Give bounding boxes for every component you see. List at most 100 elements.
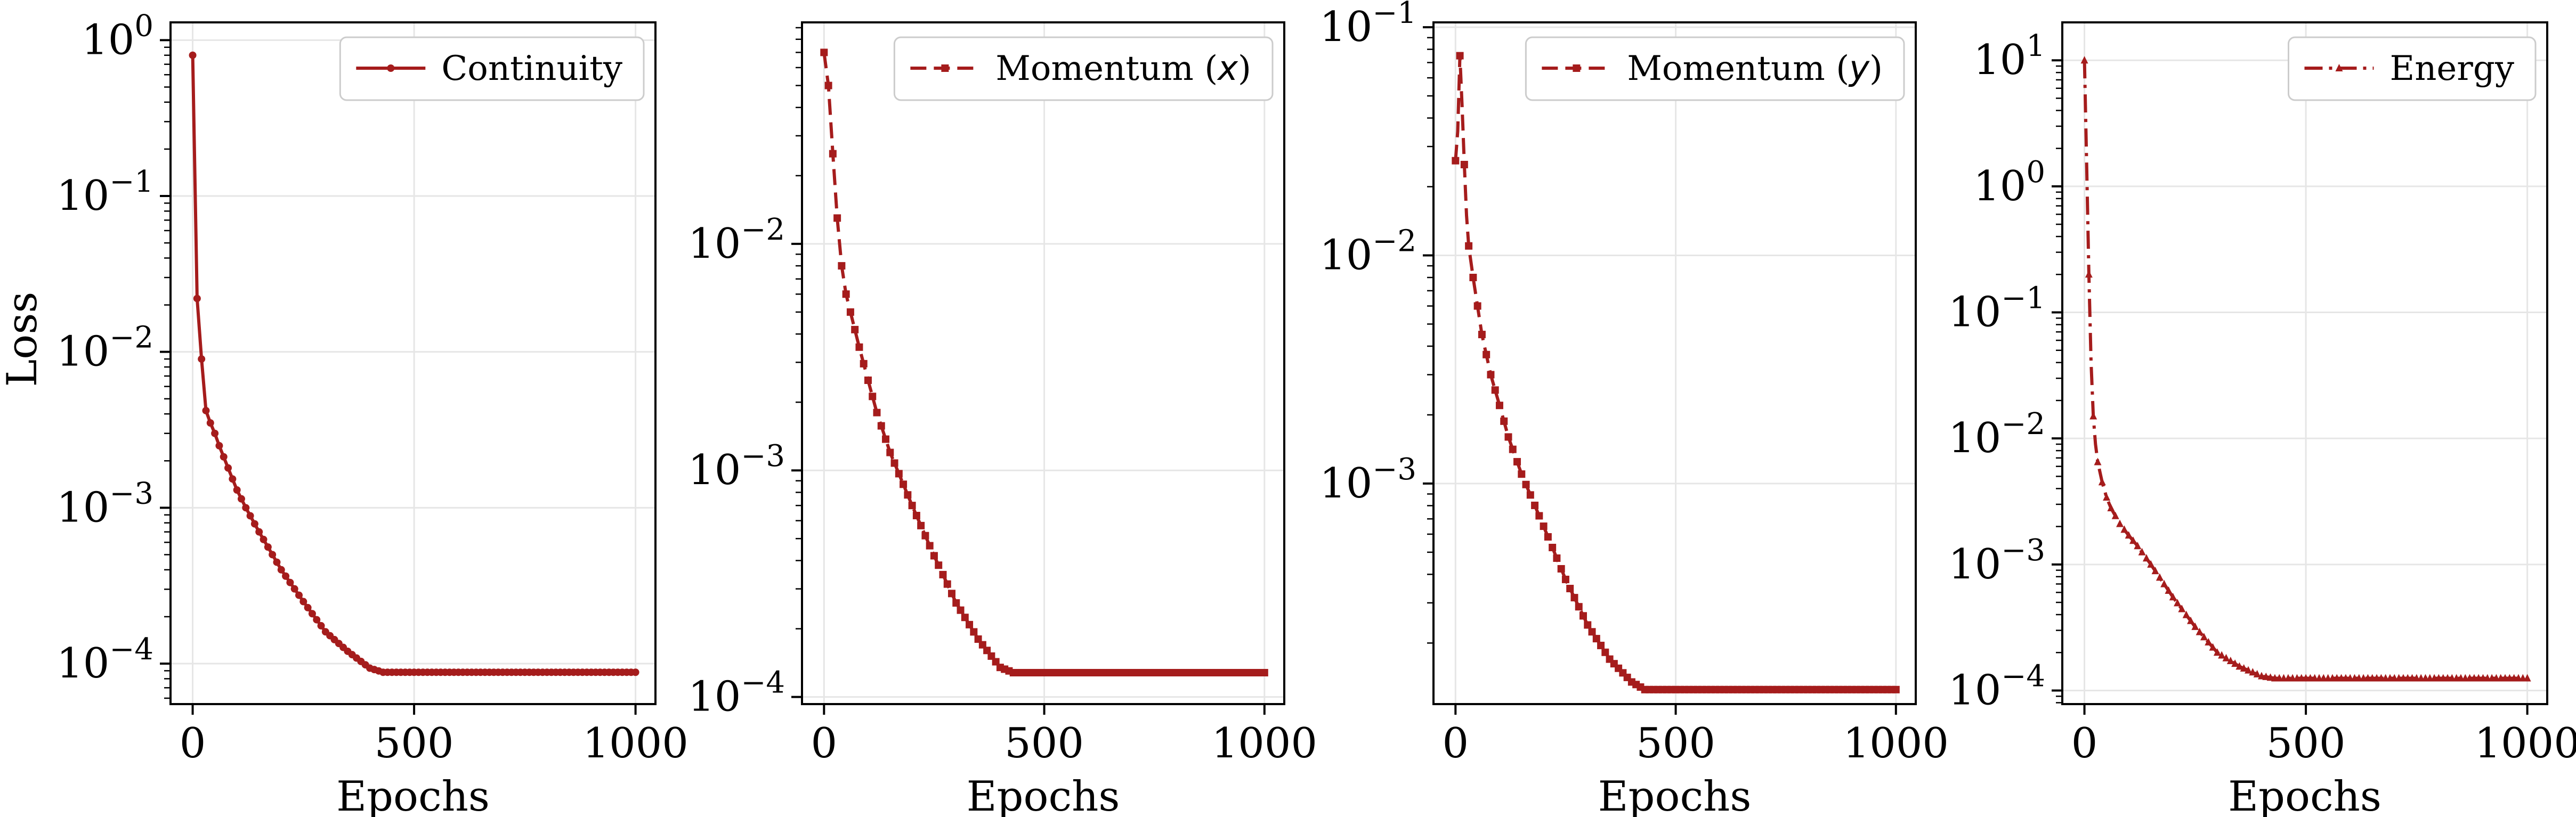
data-point <box>908 502 916 510</box>
data-point <box>1535 512 1543 520</box>
plot-frame <box>801 21 1285 705</box>
x-tick-label: 1000 <box>1212 720 1318 767</box>
data-point <box>2174 599 2182 607</box>
data-point <box>820 48 828 56</box>
data-point <box>2200 633 2208 641</box>
data-point <box>939 570 947 578</box>
y-tick-label: 10−1 <box>1319 0 1416 51</box>
x-tick-label: 0 <box>2071 720 2098 767</box>
data-point <box>1460 161 1468 169</box>
plot-frame <box>2061 21 2548 705</box>
data-point <box>295 591 303 599</box>
data-point <box>2218 651 2226 659</box>
legend: Momentum (x) <box>893 36 1274 101</box>
data-point <box>1469 274 1477 282</box>
data-point <box>2165 586 2173 594</box>
panel-3: 0 500 1000 10−3 10−2 10−1 Epochs Momentum (y) <box>1319 0 1949 817</box>
legend-marker <box>387 64 395 72</box>
y-tick-label: 10−2 <box>1319 224 1416 279</box>
data-point <box>1456 52 1464 60</box>
data-point <box>2231 659 2239 667</box>
y-tick-label: 10−4 <box>688 666 785 721</box>
data-point <box>2178 604 2186 612</box>
data-point <box>992 658 1000 666</box>
data-point <box>1473 302 1481 310</box>
x-tick-label: 1000 <box>2474 720 2576 767</box>
y-axis-label: Loss <box>0 292 46 387</box>
data-point <box>2080 56 2088 64</box>
y-tick-label: 10−4 <box>1948 659 2045 714</box>
data-point <box>1892 685 1900 693</box>
data-point <box>2182 610 2190 618</box>
data-point <box>970 628 978 636</box>
data-point <box>242 504 250 512</box>
data-point <box>961 614 969 622</box>
data-point <box>1544 533 1552 541</box>
series-markers <box>189 51 639 676</box>
data-point <box>229 475 237 483</box>
x-tick-label: 500 <box>375 720 454 767</box>
legend-box <box>339 36 645 101</box>
data-point <box>246 512 254 520</box>
data-point <box>882 435 890 443</box>
data-point <box>211 429 219 437</box>
data-point <box>2249 668 2257 676</box>
series-markers <box>820 48 1268 676</box>
data-point <box>1483 350 1490 358</box>
data-point <box>2226 656 2234 664</box>
data-point <box>912 511 920 519</box>
x-tick-label: 500 <box>1636 720 1715 767</box>
data-point <box>193 295 201 303</box>
data-point <box>2125 531 2133 539</box>
data-point <box>2138 548 2146 555</box>
y-tick-label: 10−4 <box>56 632 153 688</box>
x-tick-label: 0 <box>180 720 206 767</box>
data-point <box>2523 674 2531 682</box>
data-point <box>2160 579 2168 587</box>
data-point <box>224 464 232 472</box>
y-tick-label: 10−1 <box>56 165 153 220</box>
data-point <box>1561 575 1569 583</box>
data-point <box>2257 672 2265 680</box>
data-point <box>1592 635 1600 643</box>
data-point <box>930 552 938 560</box>
data-point <box>202 406 210 414</box>
legend-label: Continuity <box>441 49 622 88</box>
data-point <box>2209 643 2217 651</box>
data-point <box>1531 501 1539 509</box>
data-point <box>1504 433 1512 441</box>
data-point <box>926 542 934 550</box>
data-point <box>313 616 321 624</box>
data-point <box>269 551 277 559</box>
data-point <box>904 491 912 499</box>
data-point <box>273 558 281 566</box>
data-point <box>1540 522 1548 530</box>
x-tick-label: 500 <box>1005 720 1084 767</box>
data-point <box>2120 525 2128 533</box>
data-point <box>952 599 960 607</box>
legend-marker <box>941 64 949 72</box>
data-point <box>1495 402 1503 410</box>
y-tick-label: 10−3 <box>1319 452 1416 508</box>
data-point <box>917 521 925 529</box>
data-point <box>1260 668 1268 676</box>
panel-4: 0 500 1000 10−4 10−3 10−2 10−1 100 101 Epochs Ener… <box>1948 21 2576 817</box>
data-point <box>2191 622 2199 630</box>
data-point <box>2134 542 2142 550</box>
data-point <box>1579 612 1587 620</box>
y-tick-label: 10−3 <box>56 476 153 532</box>
y-tick-label: 10−3 <box>688 439 785 494</box>
data-point <box>1513 457 1521 465</box>
data-point <box>2222 653 2230 661</box>
data-point <box>890 459 898 467</box>
data-point <box>2187 616 2195 624</box>
data-point <box>2156 573 2164 581</box>
data-point <box>308 610 316 618</box>
data-point <box>2235 662 2243 670</box>
legend-box <box>2287 36 2537 101</box>
data-point <box>631 668 639 676</box>
data-point <box>2098 478 2106 486</box>
data-point <box>987 652 995 660</box>
legend-box <box>1525 36 1905 101</box>
data-point <box>1553 554 1561 562</box>
